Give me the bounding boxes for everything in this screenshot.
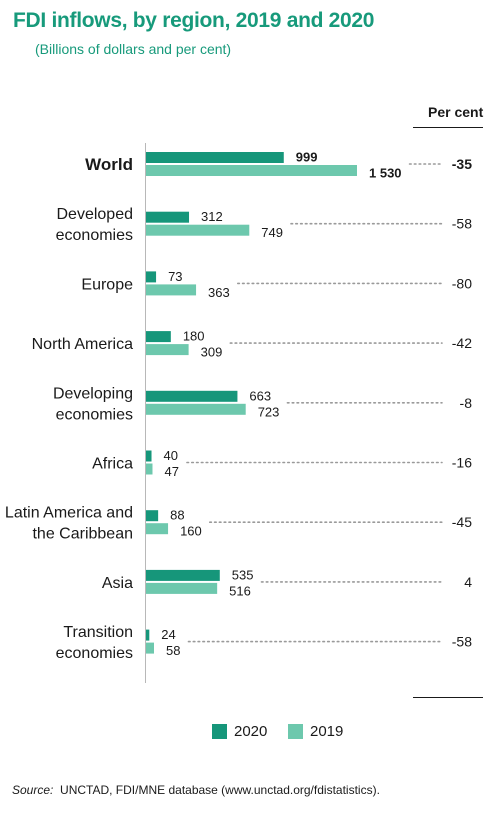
value-label-2019: 516 [229, 583, 251, 598]
bar-2019 [146, 224, 250, 236]
legend-label-2020: 2020 [234, 723, 268, 740]
percent-change-label: -42 [452, 335, 472, 351]
category-label: economies [56, 645, 133, 662]
bar-2020 [146, 510, 159, 522]
bar-2019 [146, 463, 153, 475]
percent-change-label: -35 [452, 156, 472, 172]
value-label-2019: 309 [201, 345, 223, 360]
value-label-2019: 1 530 [369, 166, 402, 181]
bar-2020 [146, 271, 157, 283]
value-label-2020: 88 [170, 508, 184, 523]
bar-2019 [146, 344, 189, 356]
category-label: North America [32, 336, 133, 353]
percent-change-label: -58 [452, 634, 472, 650]
legend-label-2019: 2019 [310, 723, 344, 740]
category-label: Latin America and [5, 505, 133, 522]
percent-column-header: Per cent [428, 104, 484, 120]
category-label: Europe [81, 276, 133, 293]
value-label-2020: 40 [164, 448, 178, 463]
category-label: Developed [57, 206, 134, 223]
legend-swatch-2019 [288, 724, 303, 739]
percent-change-label: -45 [452, 514, 472, 530]
source-label: Source: [12, 783, 54, 797]
value-label-2019: 160 [180, 524, 202, 539]
value-label-2019: 58 [166, 643, 180, 658]
category-label: Asia [102, 575, 133, 592]
chart-title: FDI inflows, by region, 2019 and 2020 [13, 9, 375, 32]
chart-subtitle: (Billions of dollars and per cent) [35, 41, 232, 57]
value-label-2020: 999 [296, 150, 318, 165]
percent-change-label: -80 [452, 275, 472, 291]
bar-2019 [146, 165, 357, 176]
percent-footer-rule [413, 697, 483, 698]
percent-header-rule [413, 127, 483, 128]
value-label-2019: 723 [258, 404, 280, 419]
value-label-2019: 749 [261, 225, 283, 240]
value-label-2020: 73 [168, 269, 182, 284]
bar-2019 [146, 642, 154, 654]
bar-2019 [146, 403, 246, 415]
category-axis-line [145, 143, 146, 683]
value-label-2020: 180 [183, 329, 205, 344]
bar-2020 [146, 152, 284, 163]
percent-change-label: 4 [464, 574, 472, 590]
source-text: UNCTAD, FDI/MNE database (www.unctad.org… [60, 783, 380, 797]
value-label-2020: 535 [232, 567, 254, 582]
category-label: Africa [92, 456, 133, 473]
legend-swatch-2020 [212, 724, 227, 739]
value-label-2020: 663 [249, 388, 271, 403]
category-label: economies [56, 227, 133, 244]
category-label: Transition [63, 624, 133, 641]
bar-2020 [146, 629, 150, 641]
percent-change-label: -58 [452, 216, 472, 232]
bar-2020 [146, 331, 171, 343]
category-label: economies [56, 406, 133, 423]
bar-2020 [146, 569, 220, 581]
value-label-2020: 312 [201, 209, 223, 224]
bar-2020 [146, 211, 190, 223]
percent-change-label: -8 [460, 395, 473, 411]
bar-2020 [146, 390, 238, 402]
value-label-2020: 24 [161, 627, 175, 642]
value-label-2019: 47 [164, 464, 178, 479]
value-label-2019: 363 [208, 285, 230, 300]
percent-change-label: -16 [452, 455, 472, 471]
category-label: World [85, 155, 133, 174]
bar-2019 [146, 284, 197, 296]
source-note: Source: UNCTAD, FDI/MNE database (www.un… [12, 783, 380, 797]
category-label: Developing [53, 385, 133, 402]
category-label: the Caribbean [32, 526, 133, 543]
bar-2020 [146, 450, 152, 462]
bar-2019 [146, 582, 218, 594]
bar-2019 [146, 523, 169, 535]
